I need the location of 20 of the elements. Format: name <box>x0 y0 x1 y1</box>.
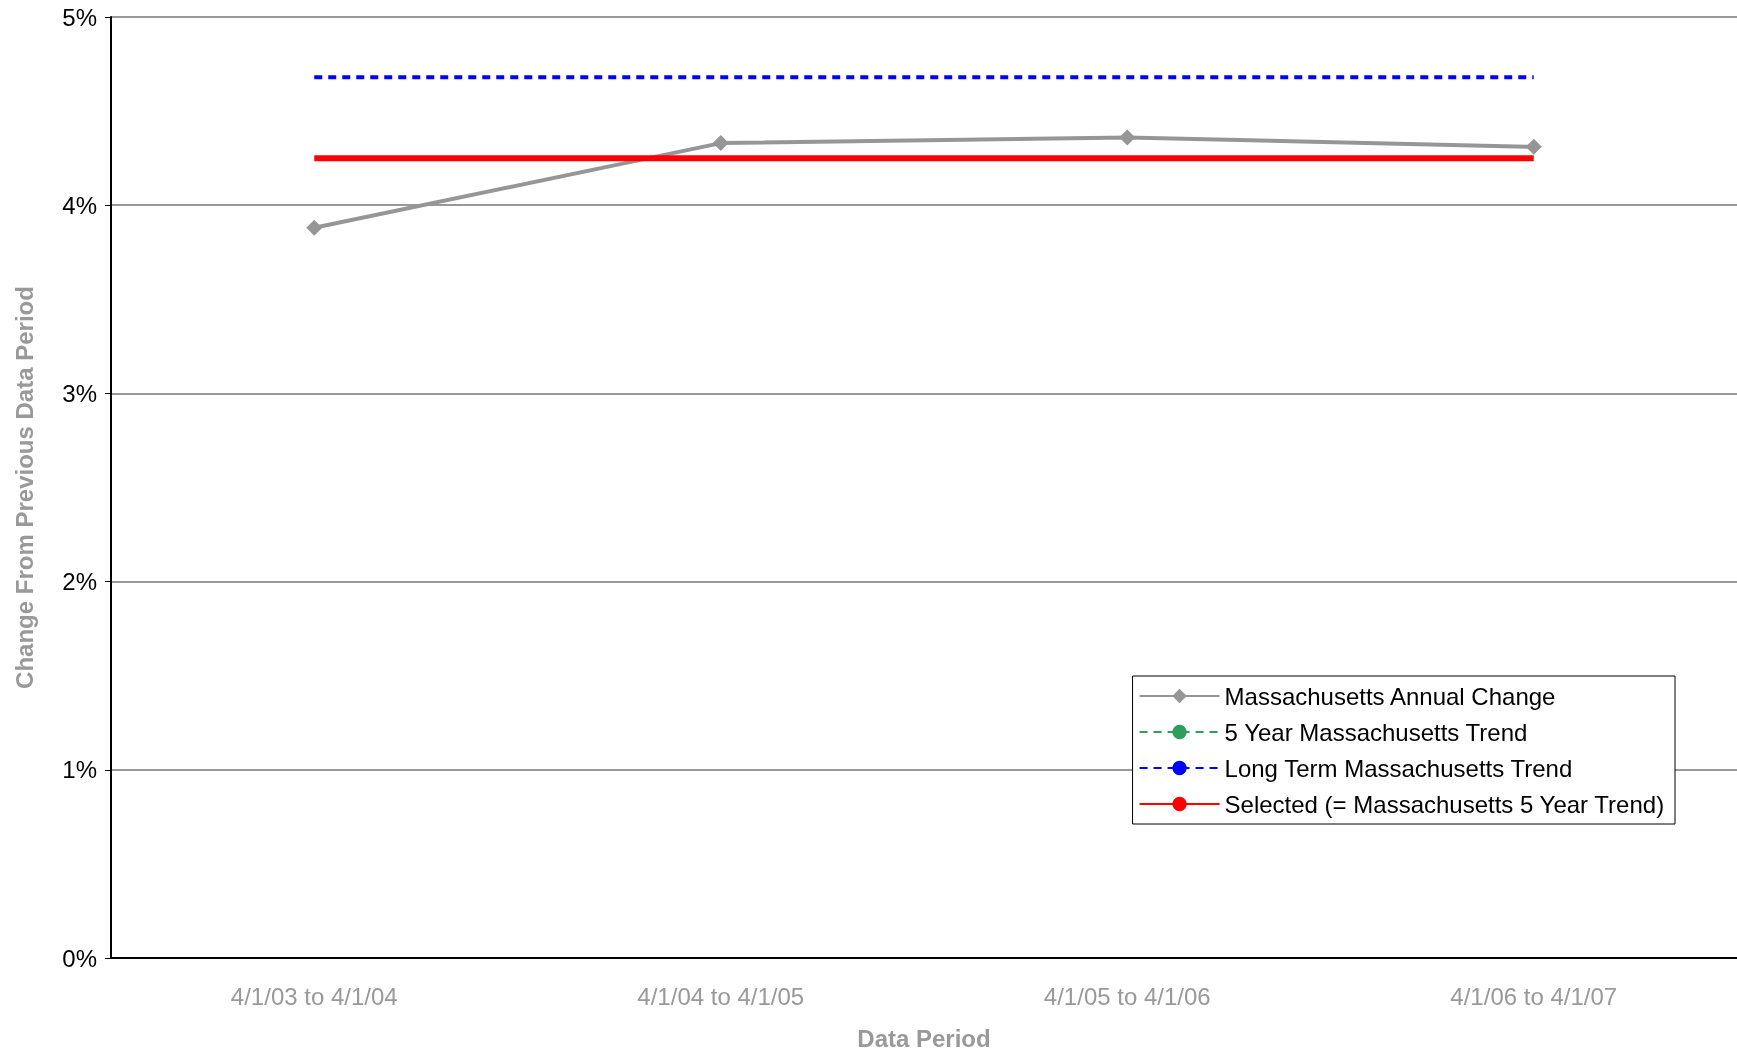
x-tick-label: 4/1/03 to 4/1/04 <box>230 982 398 1010</box>
point <box>306 219 323 236</box>
x-tick-label: 4/1/06 to 4/1/07 <box>1450 982 1618 1010</box>
y-tick-label: 4% <box>62 191 97 219</box>
y-axis-title: Change From Previous Data Period <box>10 286 38 689</box>
legend-label: Selected (= Massachusetts 5 Year Trend) <box>1224 790 1665 818</box>
y-tick-label: 0% <box>62 944 97 972</box>
y-tick-label: 2% <box>62 568 97 596</box>
legend-label: Long Term Massachusetts Trend <box>1224 754 1573 782</box>
point <box>1119 129 1136 146</box>
x-axis-title: Data Period <box>857 1024 991 1052</box>
point <box>712 135 729 152</box>
y-tick-label: 5% <box>62 3 97 31</box>
legend-label: Massachusetts Annual Change <box>1224 682 1556 710</box>
legend-label: 5 Year Massachusetts Trend <box>1224 718 1528 746</box>
y-tick-label: 1% <box>62 756 97 784</box>
x-tick-label: 4/1/05 to 4/1/06 <box>1043 982 1211 1010</box>
y-tick-label: 3% <box>62 379 97 407</box>
x-tick-label: 4/1/04 to 4/1/05 <box>637 982 805 1010</box>
point <box>1525 138 1542 155</box>
